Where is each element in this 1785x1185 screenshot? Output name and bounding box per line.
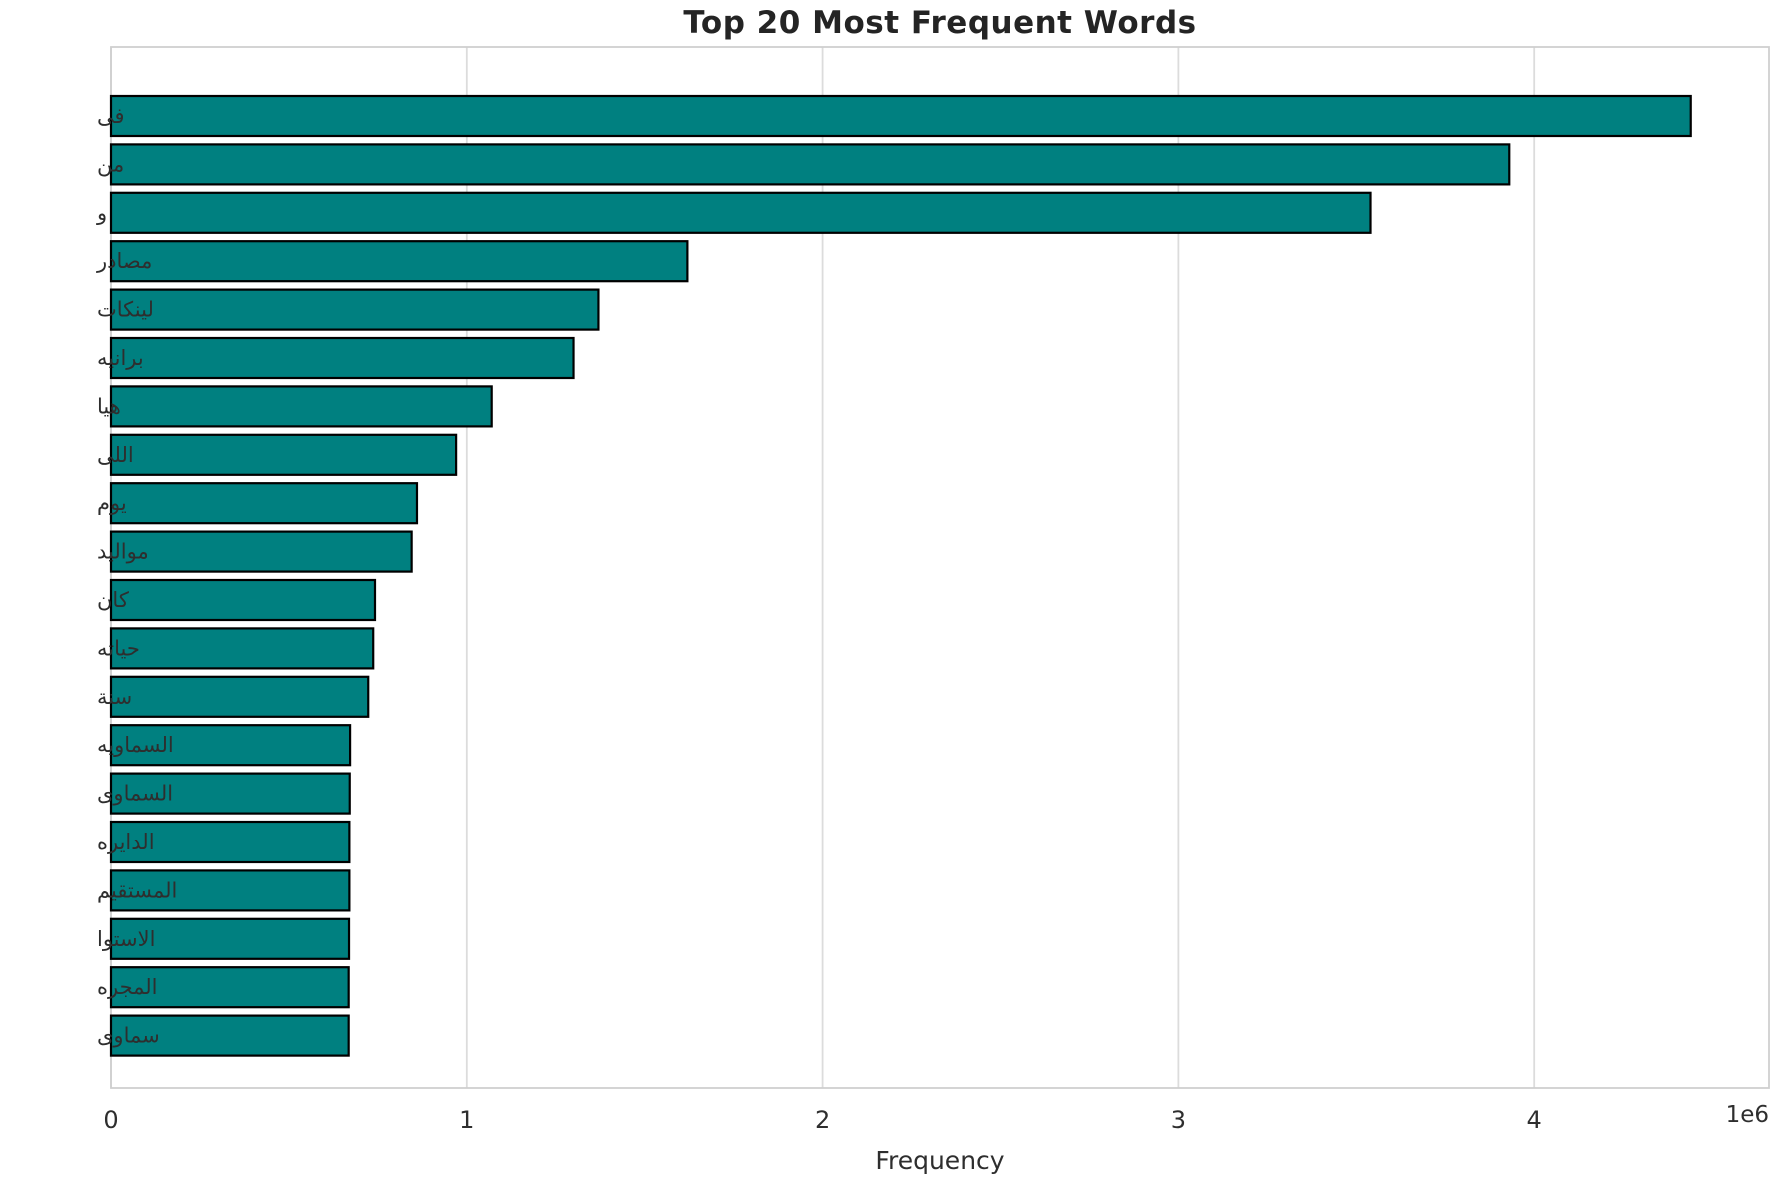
- bar: [109, 143, 1511, 186]
- x-tick-label: 2: [815, 1106, 830, 1134]
- y-tick-label: فى: [97, 104, 125, 128]
- bar: [109, 772, 351, 815]
- y-tick-label: مواليد: [97, 540, 149, 564]
- bar: [109, 917, 351, 960]
- y-tick-label: يوم: [97, 491, 127, 515]
- y-tick-label: كان: [97, 588, 129, 612]
- bar: [109, 627, 375, 670]
- bar: [109, 1014, 350, 1057]
- bar: [109, 966, 350, 1009]
- y-tick-label: سنة: [97, 685, 132, 709]
- bar: [109, 385, 493, 428]
- bar: [109, 869, 351, 912]
- bar: [109, 820, 351, 864]
- bar: [109, 433, 458, 476]
- axis-offset-label: 1e6: [1725, 1102, 1769, 1128]
- y-tick-label: الاستوا: [97, 927, 155, 951]
- bar: [109, 288, 600, 331]
- y-tick-label: حياته: [97, 636, 140, 660]
- bar: [109, 336, 575, 380]
- y-tick-label: اللى: [97, 443, 134, 467]
- bar: [109, 191, 1372, 234]
- y-tick-label: هيا: [97, 394, 121, 418]
- x-tick-label: 4: [1527, 1106, 1542, 1134]
- bar: [109, 675, 370, 718]
- y-tick-label: السماوى: [97, 782, 173, 806]
- bar: [109, 482, 419, 525]
- y-tick-label: لينكات: [97, 298, 154, 322]
- bar: [109, 240, 689, 283]
- y-tick-label: الدايره: [97, 830, 155, 854]
- bar: [109, 578, 377, 622]
- y-tick-label: المجره: [97, 975, 158, 999]
- x-tick-label: 3: [1171, 1106, 1186, 1134]
- y-tick-label: و: [96, 201, 107, 225]
- y-tick-label: برانيه: [97, 346, 144, 370]
- y-tick-label: المستقيم: [97, 878, 177, 903]
- y-tick-label: سماوى: [97, 1024, 160, 1048]
- chart-title: Top 20 Most Frequent Words: [683, 5, 1197, 41]
- x-tick-label: 0: [103, 1106, 118, 1134]
- bar: [109, 94, 1692, 138]
- y-tick-label: السماويه: [97, 733, 174, 757]
- x-tick-label: 1: [459, 1106, 474, 1134]
- y-tick-label: من: [97, 152, 124, 176]
- bar: [109, 724, 352, 767]
- x-axis-label: Frequency: [875, 1146, 1005, 1175]
- bar: [109, 530, 413, 573]
- y-tick-label: مصادر: [96, 249, 152, 273]
